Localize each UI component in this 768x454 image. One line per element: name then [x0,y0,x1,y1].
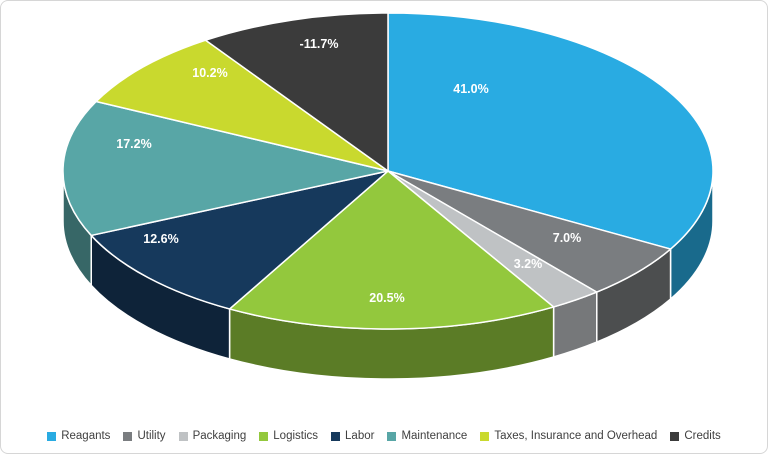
data-label-utility: 7.0% [553,231,582,245]
pie-slice-taxes-insurance-and-overhead[interactable] [95,39,389,172]
legend-item-labor[interactable]: Labor [331,429,375,443]
legend-item-logistics[interactable]: Logistics [259,429,319,443]
data-label-maintenance: 17.2% [116,137,151,151]
legend-swatch [123,431,133,441]
legend-label: Labor [345,429,375,442]
legend-label: Utility [137,429,166,442]
legend-label: Maintenance [401,429,468,442]
legend-item-maintenance[interactable]: Maintenance [387,429,468,443]
legend-item-packaging[interactable]: Packaging [178,429,247,443]
legend-item-credits[interactable]: Credits [670,429,721,443]
data-label-labor: 12.6% [143,232,178,246]
data-label-credits: -11.7% [300,37,339,51]
legend-swatch [480,431,490,441]
pie-slice-logistics[interactable] [228,170,555,330]
pie-slice-credits[interactable] [204,12,389,172]
legend-label: Reagants [61,429,111,442]
pie-slice-maintenance[interactable] [62,100,389,237]
legend-swatch [331,431,341,441]
data-label-taxes-insurance-and-overhead: 10.2% [192,66,227,80]
legend-label: Taxes, Insurance and Overhead [494,429,658,442]
legend-swatch [387,431,397,441]
data-label-logistics: 20.5% [369,291,404,305]
pie-slice-labor[interactable] [90,170,389,310]
legend-label: Packaging [192,429,247,442]
data-label-reagants: 41.0% [453,82,488,96]
legend-item-reagants[interactable]: Reagants [47,429,111,443]
legend-swatch [259,431,269,441]
legend: Reagants Utility Packaging Logistics Labor Ma… [1,429,767,443]
legend-label: Logistics [273,429,319,442]
legend-swatch [178,431,188,441]
legend-item-taxes-insurance-and-overhead[interactable]: Taxes, Insurance and Overhead [480,429,658,443]
legend-item-utility[interactable]: Utility [123,429,166,443]
legend-label: Credits [684,429,721,442]
legend-swatch [47,431,57,441]
data-label-packaging: 3.2% [514,257,543,271]
pie-slice-reagants[interactable] [387,12,714,250]
legend-swatch [670,431,680,441]
